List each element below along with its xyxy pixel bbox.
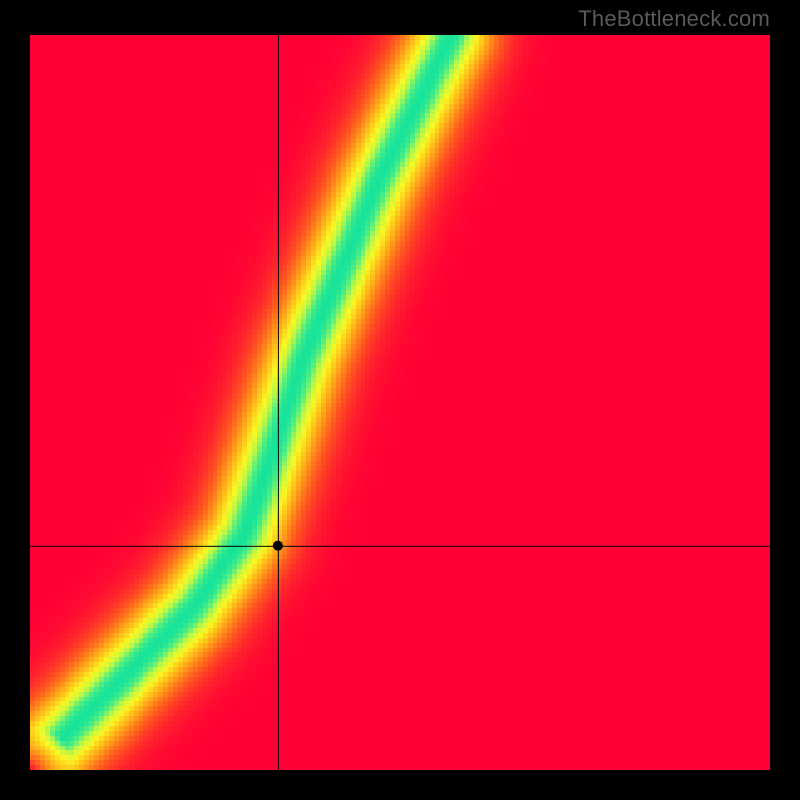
chart-container: TheBottleneck.com bbox=[0, 0, 800, 800]
plot-area bbox=[30, 35, 770, 770]
watermark-text: TheBottleneck.com bbox=[578, 6, 770, 32]
heatmap-canvas bbox=[30, 35, 770, 770]
